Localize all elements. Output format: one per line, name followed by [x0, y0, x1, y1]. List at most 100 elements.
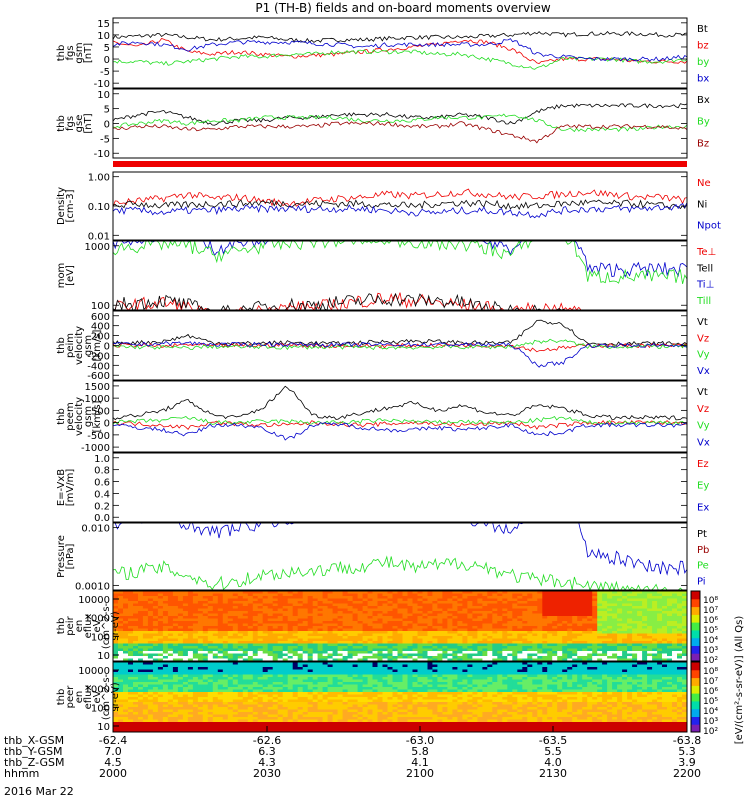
legend-Vy: Vy: [697, 421, 710, 432]
colorbar-title: [eV/(cm²-s-sr-eV)] (All Qs): [734, 616, 745, 745]
colorbar-tick-label: 10²: [703, 656, 718, 666]
colorbar-tick-label: 10⁴: [703, 707, 718, 717]
y-axis-label: Density: [56, 187, 67, 225]
colorbar-tick-label: 10⁵: [703, 626, 718, 636]
y-tick-label: 1.00: [88, 173, 110, 184]
legend-Tell: Tell: [696, 263, 713, 274]
y-tick-label: 0.01: [88, 231, 110, 242]
y-tick-label: -500: [87, 431, 110, 442]
series-line-Pi: [113, 521, 688, 576]
legend-By: By: [697, 117, 710, 128]
y-axis-label: mom: [56, 263, 67, 289]
x-tick-value: 4.1: [411, 756, 429, 769]
y-tick-label: -5: [100, 67, 110, 78]
y-axis-label: gsm: [74, 42, 85, 63]
y-tick-label: 400: [91, 322, 110, 333]
y-tick-label: 1000: [85, 614, 110, 625]
y-axis-label: gse: [74, 115, 85, 133]
y-tick-label: 1000: [85, 242, 110, 253]
y-tick-label: 1000: [85, 394, 110, 405]
y-axis-label: sr-eV): [110, 611, 121, 640]
y-axis-label: fgs: [65, 45, 76, 60]
series-line-Vt: [112, 319, 688, 347]
legend-Ey: Ey: [697, 481, 709, 492]
y-tick-label: 1.0: [94, 454, 110, 465]
y-tick-label: 0.0: [94, 513, 110, 524]
panel-frame: [112, 590, 688, 662]
legend-Ex: Ex: [697, 502, 709, 513]
colorbar-tick-label: 10⁴: [703, 636, 718, 646]
x-tick-value: 2030: [253, 767, 281, 780]
spectrogram: [113, 591, 688, 662]
y-tick-label: 1000: [85, 685, 110, 696]
x-tick-value: 4.3: [258, 756, 276, 769]
series-line-Till: [112, 239, 688, 284]
series-line-Ni: [112, 199, 688, 211]
series-line-Vy: [112, 415, 688, 426]
panel-6: Ez Ey Ex 1.00.80.60.40.20.0 E=-VxB[mV/m]: [56, 452, 709, 524]
colorbar-tick-label: 10⁷: [703, 606, 718, 616]
y-axis-label: en: [74, 691, 85, 704]
y-axis-label: eV: [92, 690, 103, 703]
y-tick-label: 0: [104, 55, 110, 66]
y-tick-label: 0.10: [88, 202, 110, 213]
legend-Ni: Ni: [697, 199, 707, 210]
y-tick-label: 10: [97, 722, 110, 733]
x-tick-value: -63.5: [539, 734, 567, 747]
legend-Bt: Bt: [697, 24, 708, 35]
colorbar-tick-label: 10⁷: [703, 677, 718, 687]
y-axis-label: thb: [56, 115, 67, 132]
y-axis-label: [km/s]: [92, 329, 103, 361]
panel-frame: [112, 452, 688, 523]
series-line-Bz: [112, 121, 688, 144]
series-line-Bt: [112, 31, 688, 43]
series-line-Vt: [112, 385, 688, 421]
y-axis-label: [nT]: [83, 43, 94, 63]
x-tick-value: -62.4: [99, 734, 127, 747]
y-axis-label: gsm: [83, 406, 94, 427]
y-tick-label: 100: [91, 703, 110, 714]
x-tick-value: 5.5: [544, 745, 562, 758]
y-axis-label: [nT]: [83, 113, 94, 133]
y-axis-label: [eV]: [65, 265, 76, 286]
series-line-Tell: [112, 292, 687, 312]
colorbars: 10⁸10⁷10⁶10⁵10⁴10³10²10⁸10⁷10⁶10⁵10⁴10³1…: [690, 590, 718, 737]
y-tick-label: -600: [87, 371, 110, 382]
legend-Vy: Vy: [697, 350, 710, 361]
legend-Pi: Pi: [697, 576, 706, 587]
legend-Pt: Pt: [697, 529, 707, 540]
series-line-Npot: [112, 202, 688, 219]
legend-Ti⊥: Ti⊥: [696, 280, 714, 291]
panel-frame: [112, 17, 688, 89]
y-axis-label: peer: [65, 685, 76, 709]
legend-Vt: Vt: [697, 317, 708, 328]
panel-frame: [112, 171, 688, 241]
panel-frame: [112, 88, 688, 159]
series-line-Vx: [112, 340, 688, 368]
plot-title: P1 (TH-B) fields and on-board moments ov…: [255, 1, 551, 15]
x-row-label: thb_X-GSM: [4, 734, 64, 747]
colorbar-tick-label: 10⁶: [703, 687, 718, 697]
y-axis-label: [mV/m]: [65, 469, 76, 507]
x-tick-value: -63.8: [673, 734, 701, 747]
colorbar-tick-label: 10⁵: [703, 697, 718, 707]
y-tick-label: -10: [94, 149, 110, 160]
colorbar-tick-label: 10²: [703, 727, 718, 737]
y-tick-label: 5: [104, 105, 110, 116]
x-tick-value: 5.8: [411, 745, 429, 758]
legend-Ez: Ez: [697, 459, 709, 470]
y-axis-label: E=-VxB: [56, 469, 67, 506]
series-line-Vx: [112, 422, 688, 441]
panel-frame: [112, 661, 688, 733]
x-tick-value: -62.6: [253, 734, 281, 747]
panel-frame: [112, 522, 688, 591]
y-axis-label: velocity: [74, 397, 85, 436]
y-tick-label: 0.010: [81, 524, 110, 535]
legend-Vx: Vx: [697, 366, 710, 377]
